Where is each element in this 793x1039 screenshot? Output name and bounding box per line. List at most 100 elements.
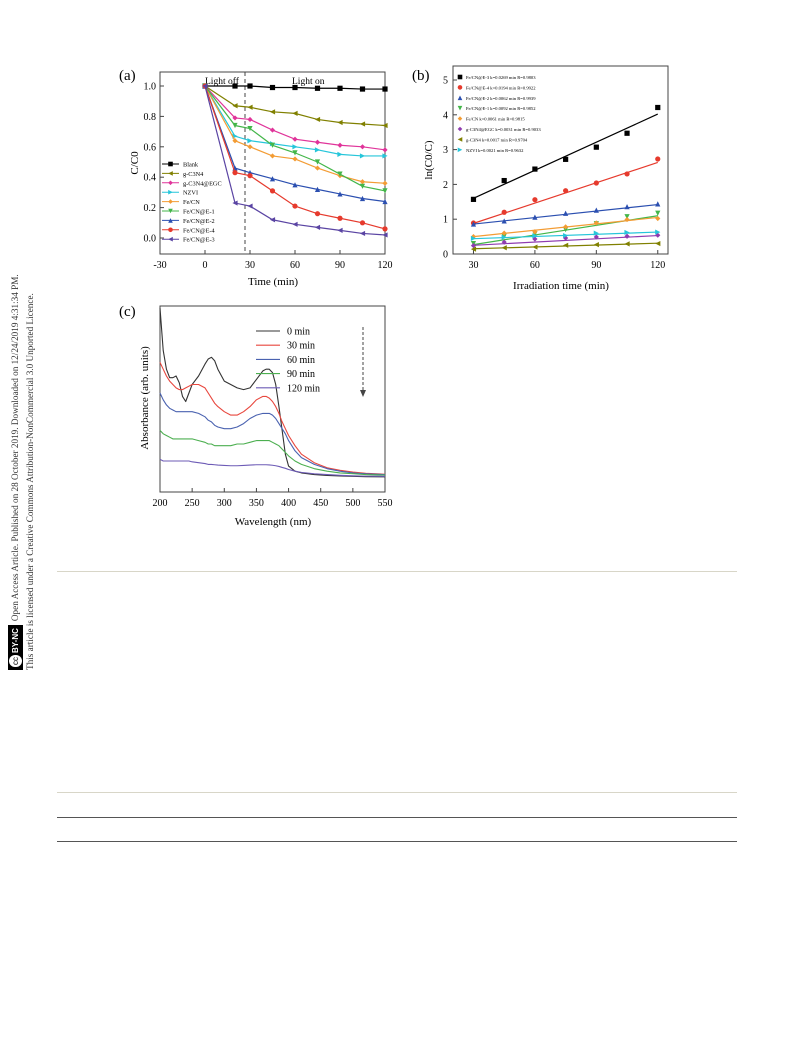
data-point-a (359, 195, 366, 202)
legend-marker-a (168, 180, 173, 186)
data-point-b (655, 229, 661, 235)
data-point-a (247, 83, 253, 89)
data-point-b (624, 130, 630, 136)
legend-rate-b: =0.0017 min R (484, 137, 513, 142)
legend-label-b: g-C3N4 k=0.0017 min R=0.9704 (466, 137, 528, 142)
data-point-b (624, 204, 630, 210)
data-point-a (359, 183, 366, 189)
data-point-a (337, 215, 343, 221)
legend-label-a: Fe/CN@E-1 (183, 209, 215, 216)
x-tick-label-c: 350 (249, 498, 264, 509)
data-point-b (501, 209, 507, 215)
data-point-a (359, 153, 366, 159)
spectrum-line-c (159, 307, 386, 478)
y-tick-label-a: 0.4 (144, 173, 157, 184)
data-point-a (314, 211, 321, 217)
divider-rule-4 (57, 841, 737, 842)
x-tick-label-a: 90 (335, 260, 345, 271)
data-point-b (563, 156, 569, 162)
legend-r2-b: =0.9803 (520, 75, 536, 80)
data-point-a (232, 115, 238, 121)
data-point-a (382, 232, 388, 238)
legend-r2-b: =0.9704 (512, 137, 528, 142)
legend-label-b: NZVI k=0.0021 min R=0.9632 (466, 148, 524, 153)
data-point-b (470, 243, 477, 249)
y-tick-label-a: 0.6 (144, 142, 157, 153)
data-point-b (624, 171, 630, 177)
data-point-b (532, 236, 538, 242)
data-point-b (532, 166, 538, 172)
data-point-b (593, 230, 599, 236)
legend-k-b: Fe/CN@E-4 k (466, 85, 493, 90)
axis-label-x-a: Time (min) (248, 276, 298, 288)
x-tick-label-a: -30 (153, 260, 166, 271)
data-point-a (382, 226, 388, 232)
data-point-b (593, 242, 599, 248)
legend-label-a: g-C3N4 (183, 171, 204, 178)
data-point-b (563, 242, 569, 248)
data-point-a (382, 122, 388, 129)
spectrum-line-c (159, 392, 386, 476)
legend-marker-b (457, 105, 463, 111)
axis-label-x-b: Irradiation time (min) (513, 280, 609, 292)
legend-label-a: Fe/CN@E-3 (183, 237, 215, 244)
x-tick-label-b: 120 (650, 260, 665, 271)
legend-marker-a (168, 236, 173, 242)
legend-label-c: 90 min (287, 369, 315, 380)
data-point-b (624, 241, 630, 247)
divider-rule-3 (57, 817, 737, 818)
data-point-a (382, 198, 388, 205)
data-point-a (359, 144, 366, 150)
y-tick-label-b: 4 (443, 110, 448, 121)
data-point-a (269, 84, 276, 91)
legend-label-b: Fe/CN@E-1 k=0.0092 min R=0.9852 (466, 106, 536, 111)
data-point-b (655, 215, 661, 222)
data-point-b (501, 245, 507, 251)
legend-marker-b (457, 147, 463, 153)
data-point-a (269, 176, 276, 182)
data-point-a (269, 188, 276, 194)
legend-k-b: NZVI k (466, 148, 481, 153)
data-point-b (593, 234, 599, 240)
data-point-b (501, 234, 507, 240)
legend-marker-b (457, 74, 463, 80)
data-point-a (292, 110, 298, 116)
data-point-b (593, 220, 599, 226)
data-point-a (314, 147, 321, 153)
legend-marker-a (168, 218, 173, 223)
legend-marker-b (457, 126, 463, 132)
data-point-b (501, 230, 507, 236)
legend-label-a: Fe/CN (183, 199, 200, 206)
data-point-a (232, 170, 238, 176)
data-point-a (247, 144, 253, 150)
y-tick-label-a: 0.8 (144, 112, 157, 123)
data-point-b (624, 233, 630, 239)
y-tick-label-b: 2 (443, 180, 448, 191)
legend-marker-a (168, 208, 173, 214)
legend-rate-b: =0.0194 min R (493, 85, 522, 90)
legend-k-b: Fe/CN@E-3 k (466, 75, 493, 80)
data-point-a (232, 200, 238, 206)
data-point-a (314, 159, 321, 165)
legend-k-b: g-C3N4@EGC k (466, 127, 498, 132)
x-tick-label-c: 450 (313, 498, 328, 509)
x-tick-label-c: 250 (185, 498, 200, 509)
legend-rate-b: =0.0021 min R (480, 148, 509, 153)
data-point-b (624, 214, 630, 220)
data-point-a (292, 182, 298, 188)
data-point-b (532, 244, 538, 250)
data-point-a (292, 150, 298, 156)
legend-marker-a (168, 161, 173, 167)
data-point-a (269, 127, 276, 133)
x-tick-label-c: 500 (345, 498, 360, 509)
decrease-arrow-head (360, 390, 366, 397)
data-point-b (593, 144, 599, 150)
spectrum-line-c (159, 362, 386, 475)
data-point-a (359, 179, 366, 185)
fit-line-b (473, 113, 659, 199)
data-point-a (247, 125, 253, 132)
y-tick-label-a: 0.0 (144, 234, 157, 245)
data-point-a (292, 136, 298, 142)
x-tick-label-c: 550 (378, 498, 393, 509)
legend-label-b: Fe/CN@E-2 k=0.0062 min R=0.9939 (466, 96, 536, 101)
